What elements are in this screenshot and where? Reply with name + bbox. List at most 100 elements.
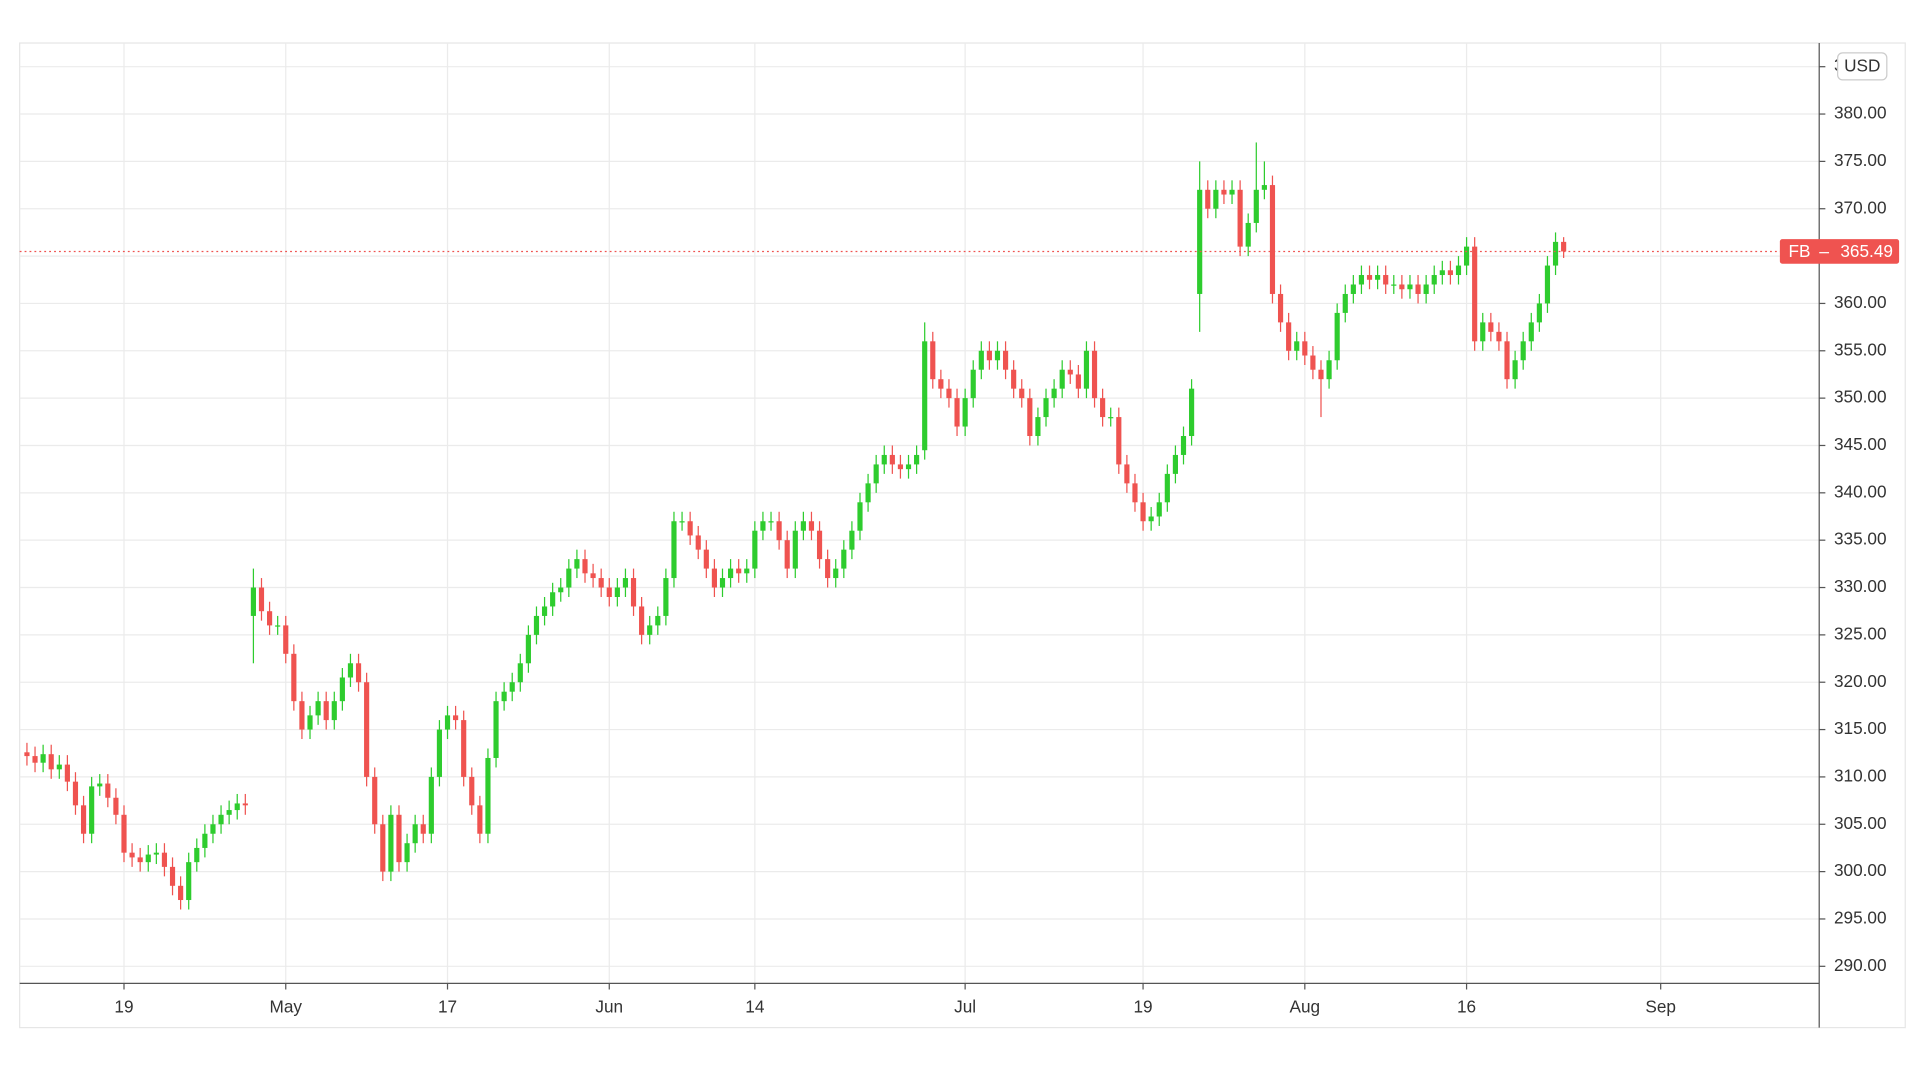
candle-body xyxy=(461,720,467,777)
candle-body xyxy=(760,521,766,531)
y-tick-label: 350.00 xyxy=(1834,387,1887,407)
candle-body xyxy=(129,852,135,858)
candle-body xyxy=(1132,483,1138,503)
candle-body xyxy=(905,464,912,470)
candle-body xyxy=(1286,322,1292,351)
currency-badge xyxy=(1837,52,1888,81)
candle-body xyxy=(590,573,596,579)
candle-body xyxy=(1197,189,1203,294)
candle-body xyxy=(711,568,717,588)
y-tick-label: 375.00 xyxy=(1834,150,1887,170)
candle-body xyxy=(1310,355,1316,370)
candle-body xyxy=(525,634,531,664)
candle-body xyxy=(1124,464,1130,484)
candle-body xyxy=(1383,275,1389,285)
candle-body xyxy=(509,682,515,692)
candle-body xyxy=(1075,374,1081,389)
candle-body xyxy=(752,530,758,569)
candle-body xyxy=(550,592,556,607)
candle-body xyxy=(768,521,774,523)
candle-body xyxy=(639,606,645,635)
candle-body xyxy=(1172,454,1178,474)
x-tick-label: Sep xyxy=(1645,996,1676,1016)
candle-body xyxy=(202,833,208,848)
candle-body xyxy=(1561,241,1567,252)
candle-body xyxy=(897,464,904,470)
candle-body xyxy=(517,663,523,683)
candle-body xyxy=(105,783,111,798)
candle-body xyxy=(1528,322,1534,342)
candle-body xyxy=(331,701,337,721)
candle-body xyxy=(986,350,992,361)
candle-body xyxy=(347,663,354,678)
candle-body xyxy=(89,786,95,834)
candle-body xyxy=(1253,189,1259,223)
candle-body xyxy=(946,388,952,399)
candle-body xyxy=(622,578,629,588)
candle-body xyxy=(1083,350,1090,389)
candle-body xyxy=(186,862,192,901)
candle-body xyxy=(477,805,483,834)
candle-body xyxy=(1051,388,1057,399)
candle-body xyxy=(1205,189,1211,209)
candle-body xyxy=(32,756,38,763)
candle-body xyxy=(388,814,394,872)
candle-body xyxy=(1116,417,1122,465)
candle-body xyxy=(283,625,289,654)
price-tag xyxy=(1779,239,1900,264)
candle-body xyxy=(784,540,790,569)
x-tick-label: 16 xyxy=(1457,996,1476,1016)
candle-body xyxy=(598,578,604,588)
candle-body xyxy=(72,781,79,806)
candle-body xyxy=(226,810,232,815)
y-tick-label: 320.00 xyxy=(1834,671,1887,691)
candle-body xyxy=(234,803,240,811)
candle-body xyxy=(1375,275,1381,280)
y-tick-label: 295.00 xyxy=(1834,908,1887,928)
candle-body xyxy=(728,568,734,579)
candle-body xyxy=(695,535,701,550)
candle-body xyxy=(849,530,855,550)
chart-frame xyxy=(19,42,1906,1029)
candle-body xyxy=(1011,369,1017,389)
candle-body xyxy=(1391,284,1397,286)
candle-body xyxy=(1463,246,1470,266)
candle-body xyxy=(275,625,281,627)
candle-body xyxy=(153,852,159,855)
candle-body xyxy=(566,568,572,588)
candle-body xyxy=(1108,417,1114,419)
candle-body xyxy=(736,568,742,574)
candle-body xyxy=(630,578,637,607)
x-tick-label: Jul xyxy=(954,996,976,1016)
candle-body xyxy=(493,701,499,758)
candle-body xyxy=(1342,293,1348,313)
y-tick-label: 370.00 xyxy=(1834,197,1887,217)
candle-body xyxy=(574,559,580,569)
candle-body xyxy=(444,715,451,730)
candle-body xyxy=(1067,369,1073,375)
candle-body xyxy=(396,814,402,863)
candle-body xyxy=(1189,388,1195,437)
candle-body xyxy=(121,814,127,853)
candle-body xyxy=(744,568,750,574)
price-tag-symbol: FB xyxy=(1788,241,1810,261)
candle-body xyxy=(485,757,491,834)
candle-body xyxy=(1423,284,1429,294)
y-tick-label: 315.00 xyxy=(1834,718,1887,738)
candle-body xyxy=(1399,284,1405,290)
x-tick-label: May xyxy=(270,996,303,1016)
candle-body xyxy=(833,568,839,579)
candle-body xyxy=(97,783,103,787)
candle-body xyxy=(218,814,224,825)
candle-body xyxy=(404,843,410,863)
candle-body xyxy=(922,341,928,451)
candle-body xyxy=(420,824,426,834)
candle-body xyxy=(258,587,265,612)
candle-body xyxy=(40,754,46,763)
y-tick-label: 360.00 xyxy=(1834,292,1887,312)
candle-body xyxy=(1294,341,1300,351)
candle-body xyxy=(1488,322,1494,332)
candle-body xyxy=(1536,303,1542,323)
candle-body xyxy=(339,677,345,702)
candle-body xyxy=(970,369,976,399)
